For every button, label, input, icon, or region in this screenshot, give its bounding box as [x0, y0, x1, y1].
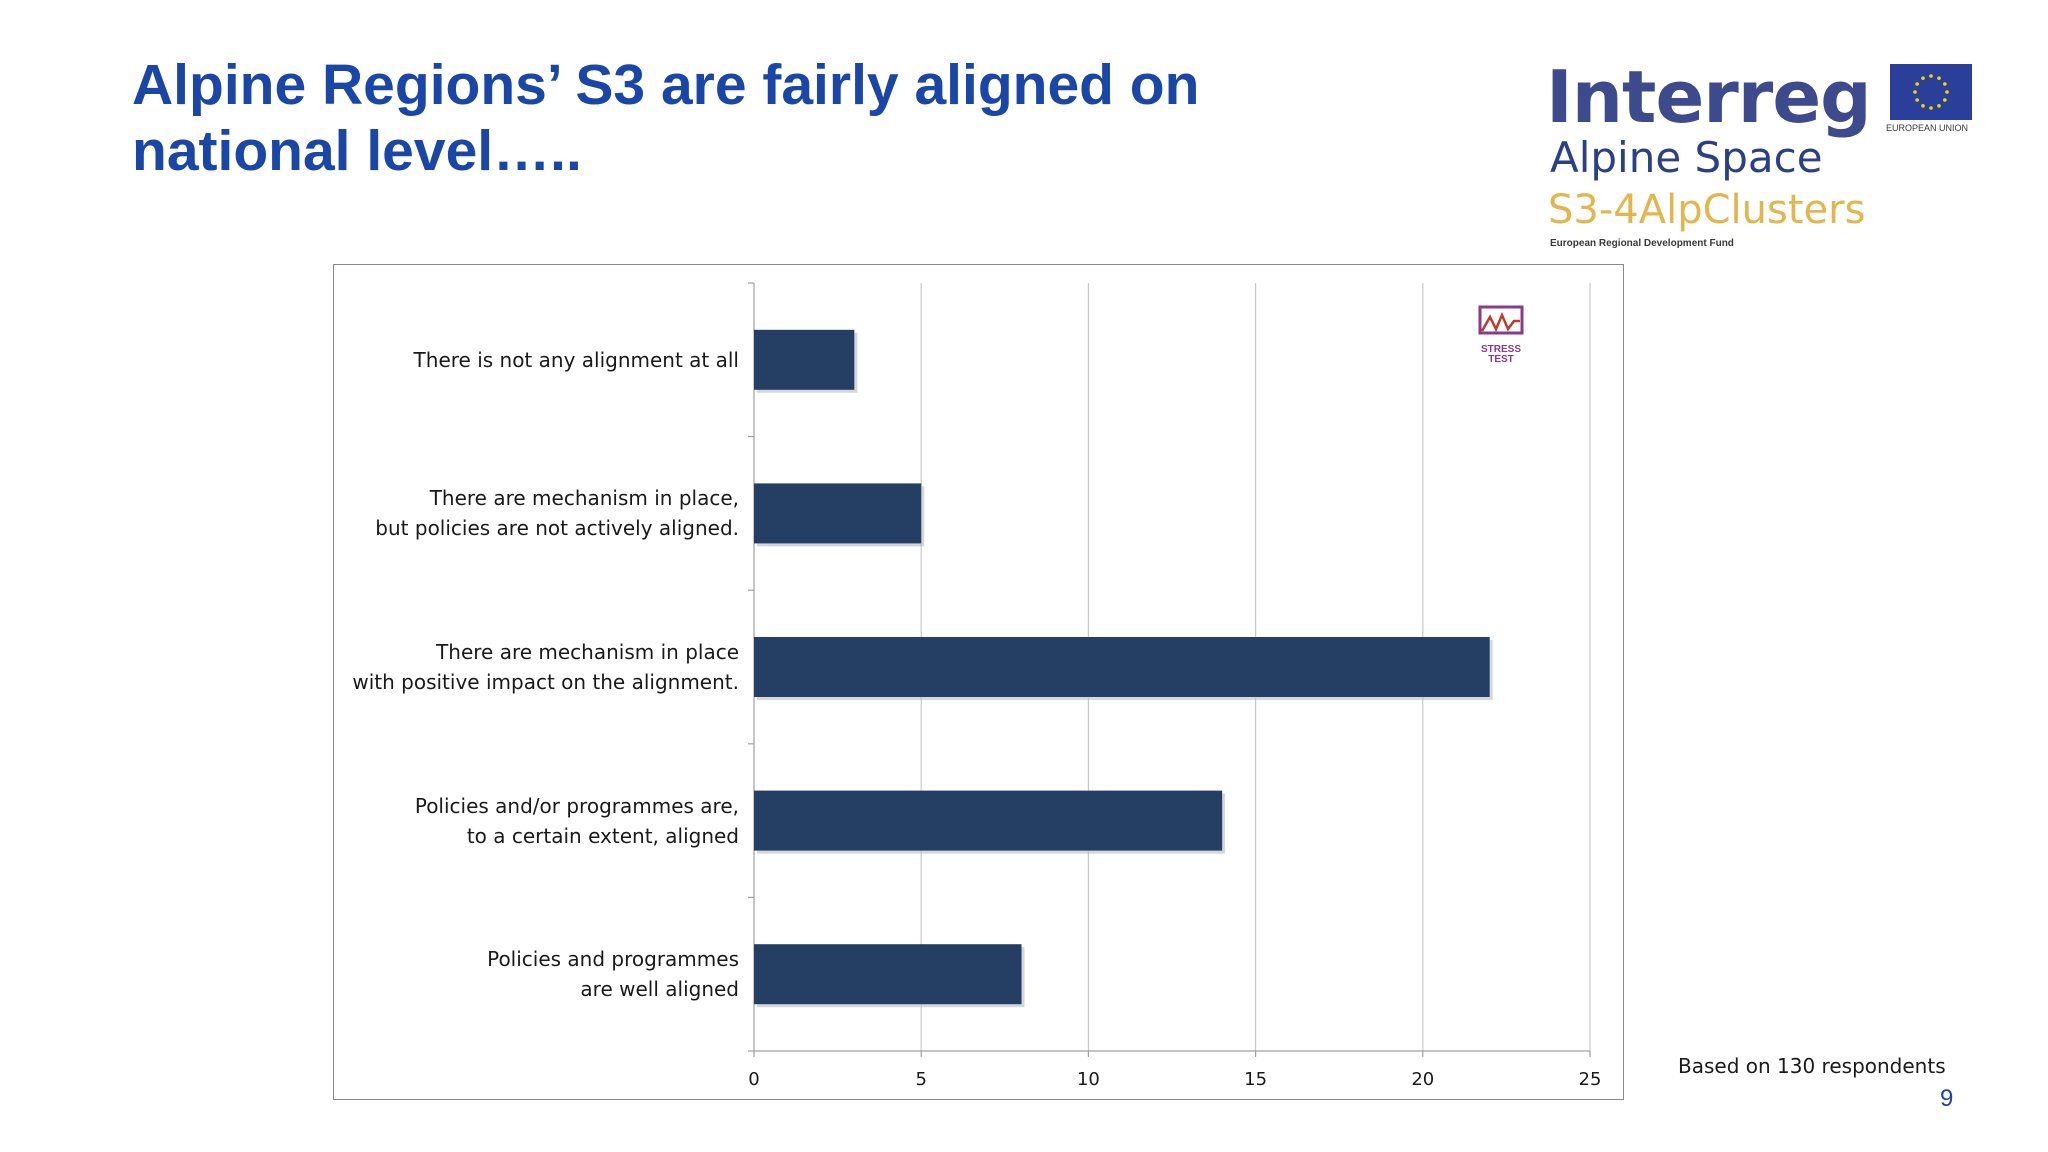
eu-star: [1915, 82, 1919, 86]
chart-canvas: 0 5 10 15 20 25: [748, 282, 1602, 1090]
eu-star: [1937, 104, 1941, 108]
bar-chart: 0 5 10 15 20 25 STRESS TEST There is not any …: [333, 264, 1624, 1100]
stress-test-label: STRESS TEST: [1480, 344, 1521, 365]
x-tick-label: 15: [1244, 1069, 1267, 1090]
respondents-note: Based on 130 respondents: [1678, 1054, 1946, 1078]
eu-star: [1921, 104, 1925, 108]
category-label: There are mechanism in place with positi…: [352, 640, 739, 694]
bar: [754, 637, 1490, 697]
eu-star: [1921, 76, 1925, 80]
eu-label: EUROPEAN UNION: [1886, 123, 1969, 133]
interreg-logo: Interreg Alpine Space S3-4AlpClusters Eu…: [1546, 52, 1986, 252]
eu-star: [1929, 106, 1933, 110]
category-label: Policies and programmes are well aligned: [487, 947, 739, 1002]
logo-programme: Alpine Space: [1550, 133, 1823, 182]
bar: [754, 790, 1223, 851]
eu-star: [1943, 98, 1947, 102]
bar: [754, 329, 855, 390]
bar: [754, 483, 922, 544]
category-label: There are mechanism in place, but polici…: [375, 486, 739, 541]
stress-test-badge: STRESS TEST: [1474, 305, 1528, 365]
x-tick-label: 0: [748, 1069, 759, 1090]
category-label: There is not any alignment at all: [413, 347, 739, 372]
category-label: Policies and/or programmes are, to a cer…: [414, 793, 739, 848]
bar: [754, 944, 1022, 1005]
logo-fund: European Regional Development Fund: [1550, 238, 1734, 249]
logo-project: S3-4AlpClusters: [1548, 187, 1866, 233]
x-tick-label: 25: [1579, 1069, 1602, 1090]
x-tick-label: 10: [1077, 1069, 1100, 1090]
eu-star: [1937, 76, 1941, 80]
eu-star: [1913, 90, 1917, 94]
eu-star: [1945, 90, 1949, 94]
x-tick-label: 20: [1411, 1069, 1434, 1090]
eu-star: [1943, 82, 1947, 86]
stress-test-icon: [1478, 305, 1524, 335]
eu-star: [1915, 98, 1919, 102]
x-tick-label: 5: [915, 1069, 926, 1090]
eu-star: [1929, 74, 1933, 78]
slide-title: Alpine Regions’ S3 are fairly aligned on…: [132, 53, 1200, 183]
eu-flag-icon: [1890, 64, 1972, 120]
page-number: 9: [1940, 1085, 1954, 1112]
logo-brand: Interreg: [1546, 55, 1872, 139]
